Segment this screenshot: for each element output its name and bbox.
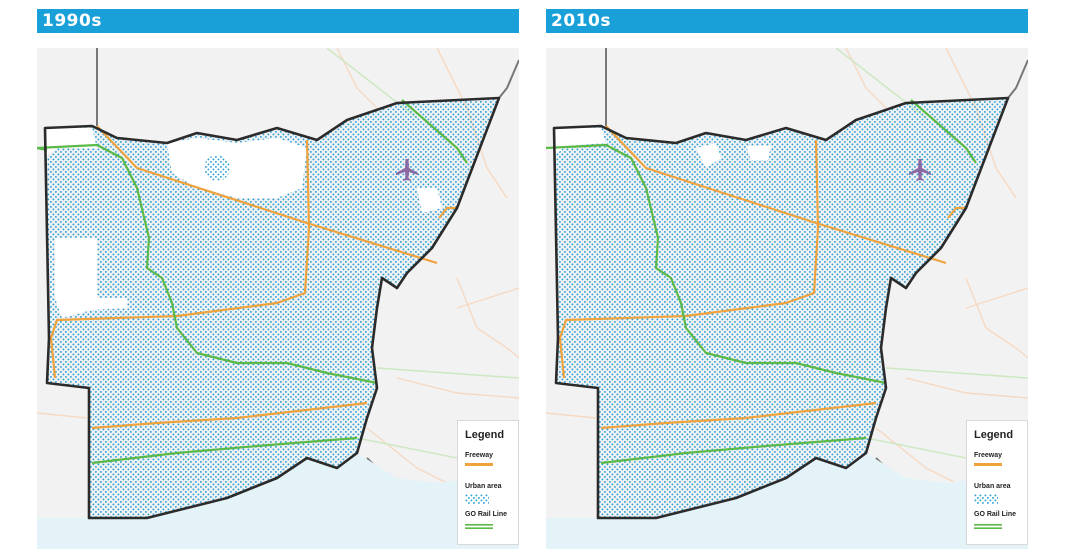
legend-title: Legend (974, 429, 1014, 441)
legend-urban-swatch (465, 494, 489, 504)
freeways (49, 125, 457, 430)
legend-urban-swatch (974, 494, 998, 504)
panel-title: 2010s (551, 11, 611, 31)
lake-water (546, 453, 1028, 549)
freeways (558, 125, 966, 430)
panel-title: 1990s (42, 11, 102, 31)
legend-rail-label: GO Rail Line (974, 511, 1017, 518)
legend-freeway-label: Freeway (465, 452, 494, 459)
airplane-icon (396, 159, 418, 181)
panel-title-bar: 2010s (546, 9, 1028, 33)
legend-title: Legend (465, 429, 505, 441)
go-rail-lines (546, 99, 977, 465)
map-legend: Legend Freeway Urban area GO Rail Line (966, 420, 1028, 545)
panel-title-bar: 1990s (37, 9, 519, 33)
legend-urban-label: Urban area (465, 483, 502, 490)
airplane-icon (909, 159, 931, 181)
map-canvas: Legend Freeway Urban area GO Rail Line (546, 48, 1028, 549)
map-canvas: Legend Freeway Urban area GO Rail Line (37, 48, 519, 549)
legend-rail-swatch (974, 524, 1002, 529)
map-svg (37, 48, 519, 549)
legend-rail-swatch (465, 524, 493, 529)
region-boundary (552, 96, 1010, 520)
map-legend: Legend Freeway Urban area GO Rail Line (457, 420, 519, 545)
map-panel-2010s: 2010s (546, 9, 1028, 549)
region-boundary (43, 96, 501, 520)
legend-urban-label: Urban area (974, 483, 1011, 490)
legend-freeway-swatch (465, 463, 493, 466)
lake-water (37, 453, 519, 549)
go-rail-lines (37, 99, 468, 465)
legend-freeway-label: Freeway (974, 452, 1003, 459)
legend-rail-label: GO Rail Line (465, 511, 508, 518)
map-svg (546, 48, 1028, 549)
map-panel-1990s: 1990s (37, 9, 519, 549)
legend-freeway-swatch (974, 463, 1002, 466)
